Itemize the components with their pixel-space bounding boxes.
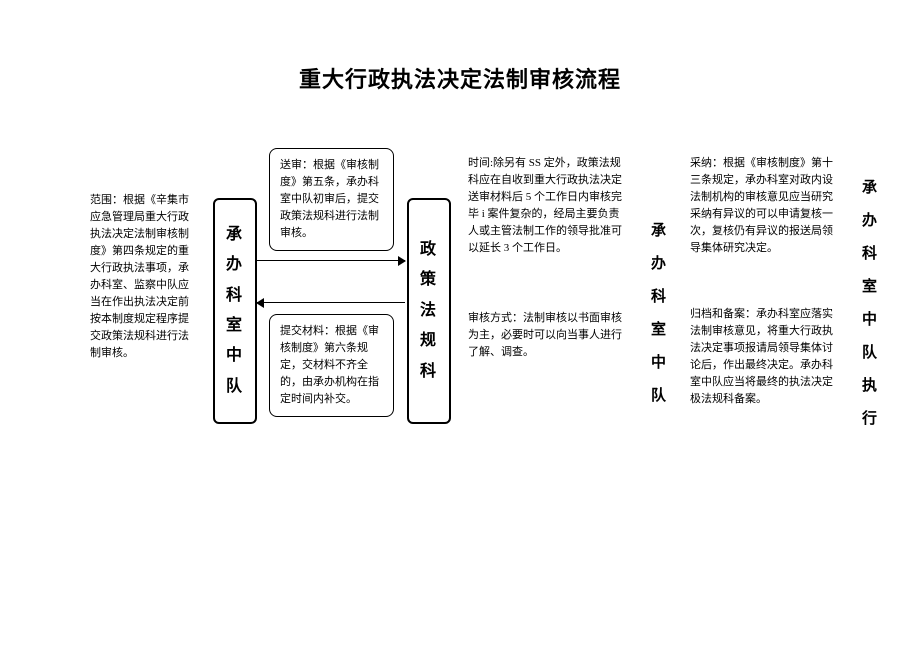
label-undertaking-dept-execute: 承办科室中队执行 bbox=[862, 172, 877, 436]
file-archive-text: 归档和备案：承办科室应落实法制审核意见，将重大行政执法决定事项报请局领导集体讨论… bbox=[690, 306, 840, 408]
box-undertaking-dept: 承办科室中队 bbox=[213, 198, 257, 424]
box-policy-regulation-dept: 政策法规科 bbox=[407, 198, 451, 424]
adopt-text: 采纳：根据《审核制度》第十三条规定，承办科室对政内设法制机构的审核意见应当研究采… bbox=[690, 155, 840, 257]
arrow-back-to-dept bbox=[257, 302, 405, 303]
scope-text: 范围：根据《辛集市应急管理局重大行政执法决定法制审核制度》第四条规定的重大行政执… bbox=[90, 192, 195, 362]
review-method-text: 审核方式：法制审核以书面审核为主，必要时可以向当事人进行了解、调查。 bbox=[468, 310, 630, 361]
box-submit-materials: 提交材料：根据《审核制度》第六条规定，交材料不齐全的，由承办机构在指定时间内补交… bbox=[269, 314, 394, 417]
box-send-for-review: 送审：根据《审核制度》第五条，承办科室中队初审后，提交政策法规科进行法制审核。 bbox=[269, 148, 394, 251]
label-undertaking-dept-mid: 承办科室中队 bbox=[651, 215, 666, 413]
time-text: 时间:除另有 SS 定外，政策法规科应在自收到重大行政执法决定送审材料后 5 个… bbox=[468, 155, 630, 257]
arrow-to-review-dept bbox=[257, 260, 405, 261]
page-title: 重大行政执法决定法制审核流程 bbox=[0, 62, 920, 94]
